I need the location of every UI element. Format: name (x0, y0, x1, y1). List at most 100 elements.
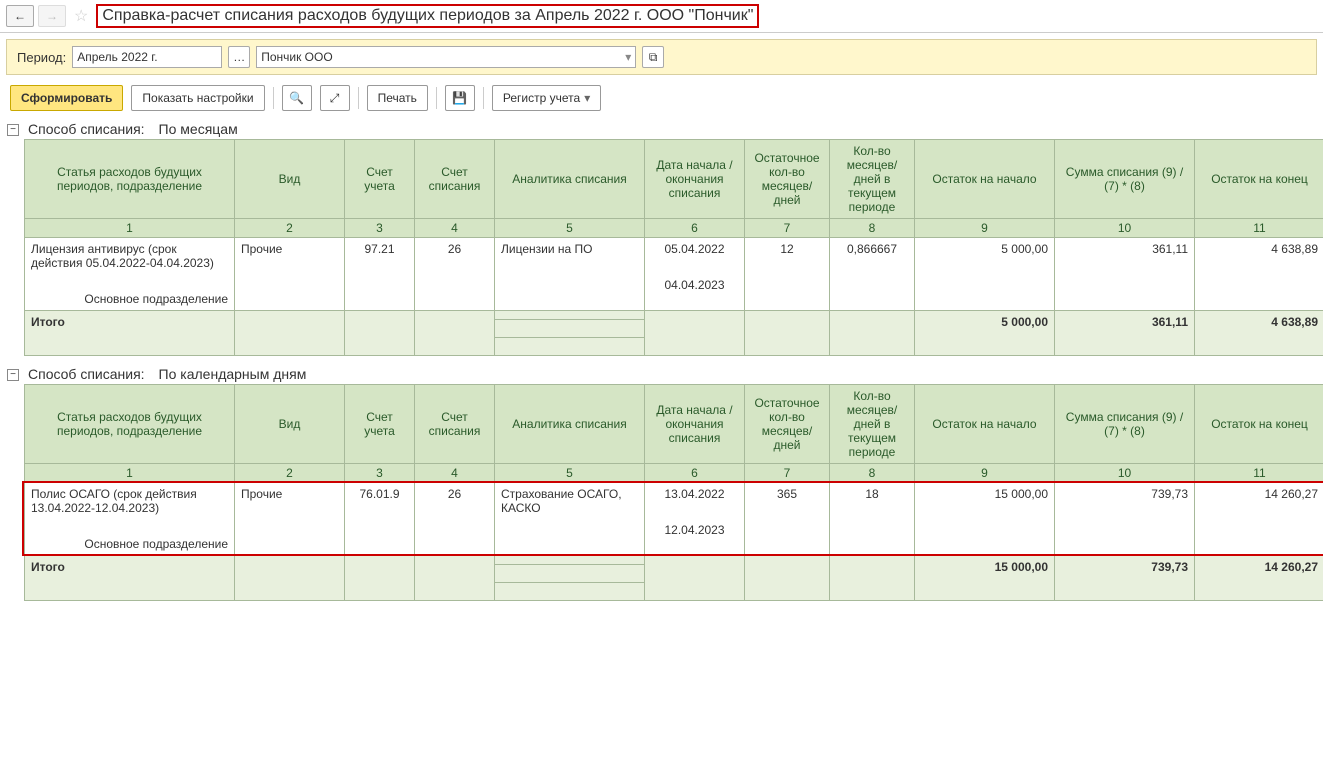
col-header: Аналитика списания (495, 385, 645, 464)
period-input[interactable]: Апрель 2022 г. (72, 46, 222, 68)
col-header: Дата начала / окончания списания (645, 140, 745, 219)
period-select-button[interactable]: … (228, 46, 250, 68)
table-row[interactable]: Полис ОСАГО (срок действия 13.04.2022-12… (25, 483, 1323, 556)
col-header: Счет списания (415, 385, 495, 464)
collapse-toggle[interactable]: − (7, 369, 19, 381)
col-num: 8 (830, 464, 915, 483)
register-label: Регистр учета (503, 91, 580, 105)
nav-back-button[interactable]: ← (6, 5, 34, 27)
show-settings-label: Показать настройки (142, 91, 253, 105)
col-num: 2 (235, 219, 345, 238)
collapse-toggle[interactable]: − (7, 124, 19, 136)
period-label: Период: (17, 50, 66, 65)
cell-dates: 13.04.2022 12.04.2023 (645, 483, 745, 556)
save-icon: 💾 (452, 91, 467, 105)
total-label: Итого (25, 556, 235, 601)
expand-button[interactable]: ⤢ (320, 85, 350, 111)
divider (436, 87, 437, 109)
col-num: 7 (745, 219, 830, 238)
total-balance-end: 4 638,89 (1195, 311, 1323, 356)
cell-remain-qty: 12 (745, 238, 830, 311)
arrow-right-icon: → (46, 9, 58, 23)
arrow-left-icon: ← (14, 9, 26, 23)
col-num: 1 (25, 464, 235, 483)
article-main: Полис ОСАГО (срок действия 13.04.2022-12… (31, 487, 228, 515)
cell-cur-qty: 0,866667 (830, 238, 915, 311)
total-balance-end: 14 260,27 (1195, 556, 1323, 601)
col-num: 1 (25, 219, 235, 238)
col-header: Остаток на начало (915, 385, 1055, 464)
col-header: Остаточное кол-во месяцев/ дней (745, 140, 830, 219)
col-num: 10 (1055, 219, 1195, 238)
search-icon: 🔍 (289, 91, 304, 105)
article-sub: Основное подразделение (31, 537, 228, 551)
save-button[interactable]: 💾 (445, 85, 475, 111)
favorite-star-icon[interactable]: ☆ (74, 6, 88, 26)
col-header: Счет учета (345, 140, 415, 219)
date-end: 12.04.2023 (651, 523, 738, 537)
cell-balance-end: 4 638,89 (1195, 238, 1323, 311)
col-num: 6 (645, 464, 745, 483)
col-num: 3 (345, 464, 415, 483)
cell-balance-end: 14 260,27 (1195, 483, 1323, 556)
method-value: По календарным дням (159, 366, 307, 382)
search-button[interactable]: 🔍 (282, 85, 312, 111)
period-value: Апрель 2022 г. (77, 50, 217, 64)
date-end: 04.04.2023 (651, 278, 738, 292)
col-num: 10 (1055, 464, 1195, 483)
col-header: Сумма списания (9) / (7) * (8) (1055, 385, 1195, 464)
date-start: 13.04.2022 (651, 487, 738, 501)
org-input[interactable]: Пончик ООО ▾ (256, 46, 636, 68)
generate-button[interactable]: Сформировать (10, 85, 123, 111)
divider (273, 87, 274, 109)
col-header: Аналитика списания (495, 140, 645, 219)
cell-article: Лицензия антивирус (срок действия 05.04.… (25, 238, 235, 311)
cell-balance-start: 15 000,00 (915, 483, 1055, 556)
table-row[interactable]: Лицензия антивирус (срок действия 05.04.… (25, 238, 1323, 311)
col-num: 3 (345, 219, 415, 238)
nav-forward-button[interactable]: → (38, 5, 66, 27)
cell-writeoff: 739,73 (1055, 483, 1195, 556)
col-header: Остаток на конец (1195, 140, 1323, 219)
generate-label: Сформировать (21, 91, 112, 105)
print-label: Печать (378, 91, 417, 105)
ellipsis-icon: … (233, 50, 245, 64)
cell-acc-off: 26 (415, 483, 495, 556)
cell-acc: 97.21 (345, 238, 415, 311)
org-open-button[interactable]: ⧉ (642, 46, 664, 68)
col-header: Кол-во месяцев/ дней в текущем периоде (830, 140, 915, 219)
col-num: 11 (1195, 464, 1323, 483)
col-num: 9 (915, 219, 1055, 238)
total-writeoff: 739,73 (1055, 556, 1195, 601)
col-header: Остаток на конец (1195, 385, 1323, 464)
total-balance-start: 5 000,00 (915, 311, 1055, 356)
cell-acc: 76.01.9 (345, 483, 415, 556)
cell-analytics: Страхование ОСАГО, КАСКО (495, 483, 645, 556)
col-num: 9 (915, 464, 1055, 483)
cell-article: Полис ОСАГО (срок действия 13.04.2022-12… (25, 483, 235, 556)
article-sub: Основное подразделение (31, 292, 228, 306)
group-header-2: Способ списания: По календарным дням (24, 360, 1323, 384)
cell-balance-start: 5 000,00 (915, 238, 1055, 311)
register-button[interactable]: Регистр учета▾ (492, 85, 601, 111)
cell-writeoff: 361,11 (1055, 238, 1195, 311)
open-icon: ⧉ (649, 50, 658, 65)
total-label: Итого (25, 311, 235, 356)
group-header-1: Способ списания: По месяцам (24, 115, 1323, 139)
col-header: Статья расходов будущих периодов, подраз… (25, 385, 235, 464)
col-num: 5 (495, 219, 645, 238)
total-empty-split (495, 556, 645, 601)
cell-acc-off: 26 (415, 238, 495, 311)
date-start: 05.04.2022 (651, 242, 738, 256)
col-header: Сумма списания (9) / (7) * (8) (1055, 140, 1195, 219)
col-num: 2 (235, 464, 345, 483)
col-header: Остаточное кол-во месяцев/ дней (745, 385, 830, 464)
print-button[interactable]: Печать (367, 85, 428, 111)
col-header: Счет списания (415, 140, 495, 219)
toolbar: Сформировать Показать настройки 🔍 ⤢ Печа… (0, 81, 1323, 115)
method-value: По месяцам (159, 121, 238, 137)
cell-cur-qty: 18 (830, 483, 915, 556)
org-value: Пончик ООО (261, 50, 621, 64)
cell-analytics: Лицензии на ПО (495, 238, 645, 311)
show-settings-button[interactable]: Показать настройки (131, 85, 264, 111)
